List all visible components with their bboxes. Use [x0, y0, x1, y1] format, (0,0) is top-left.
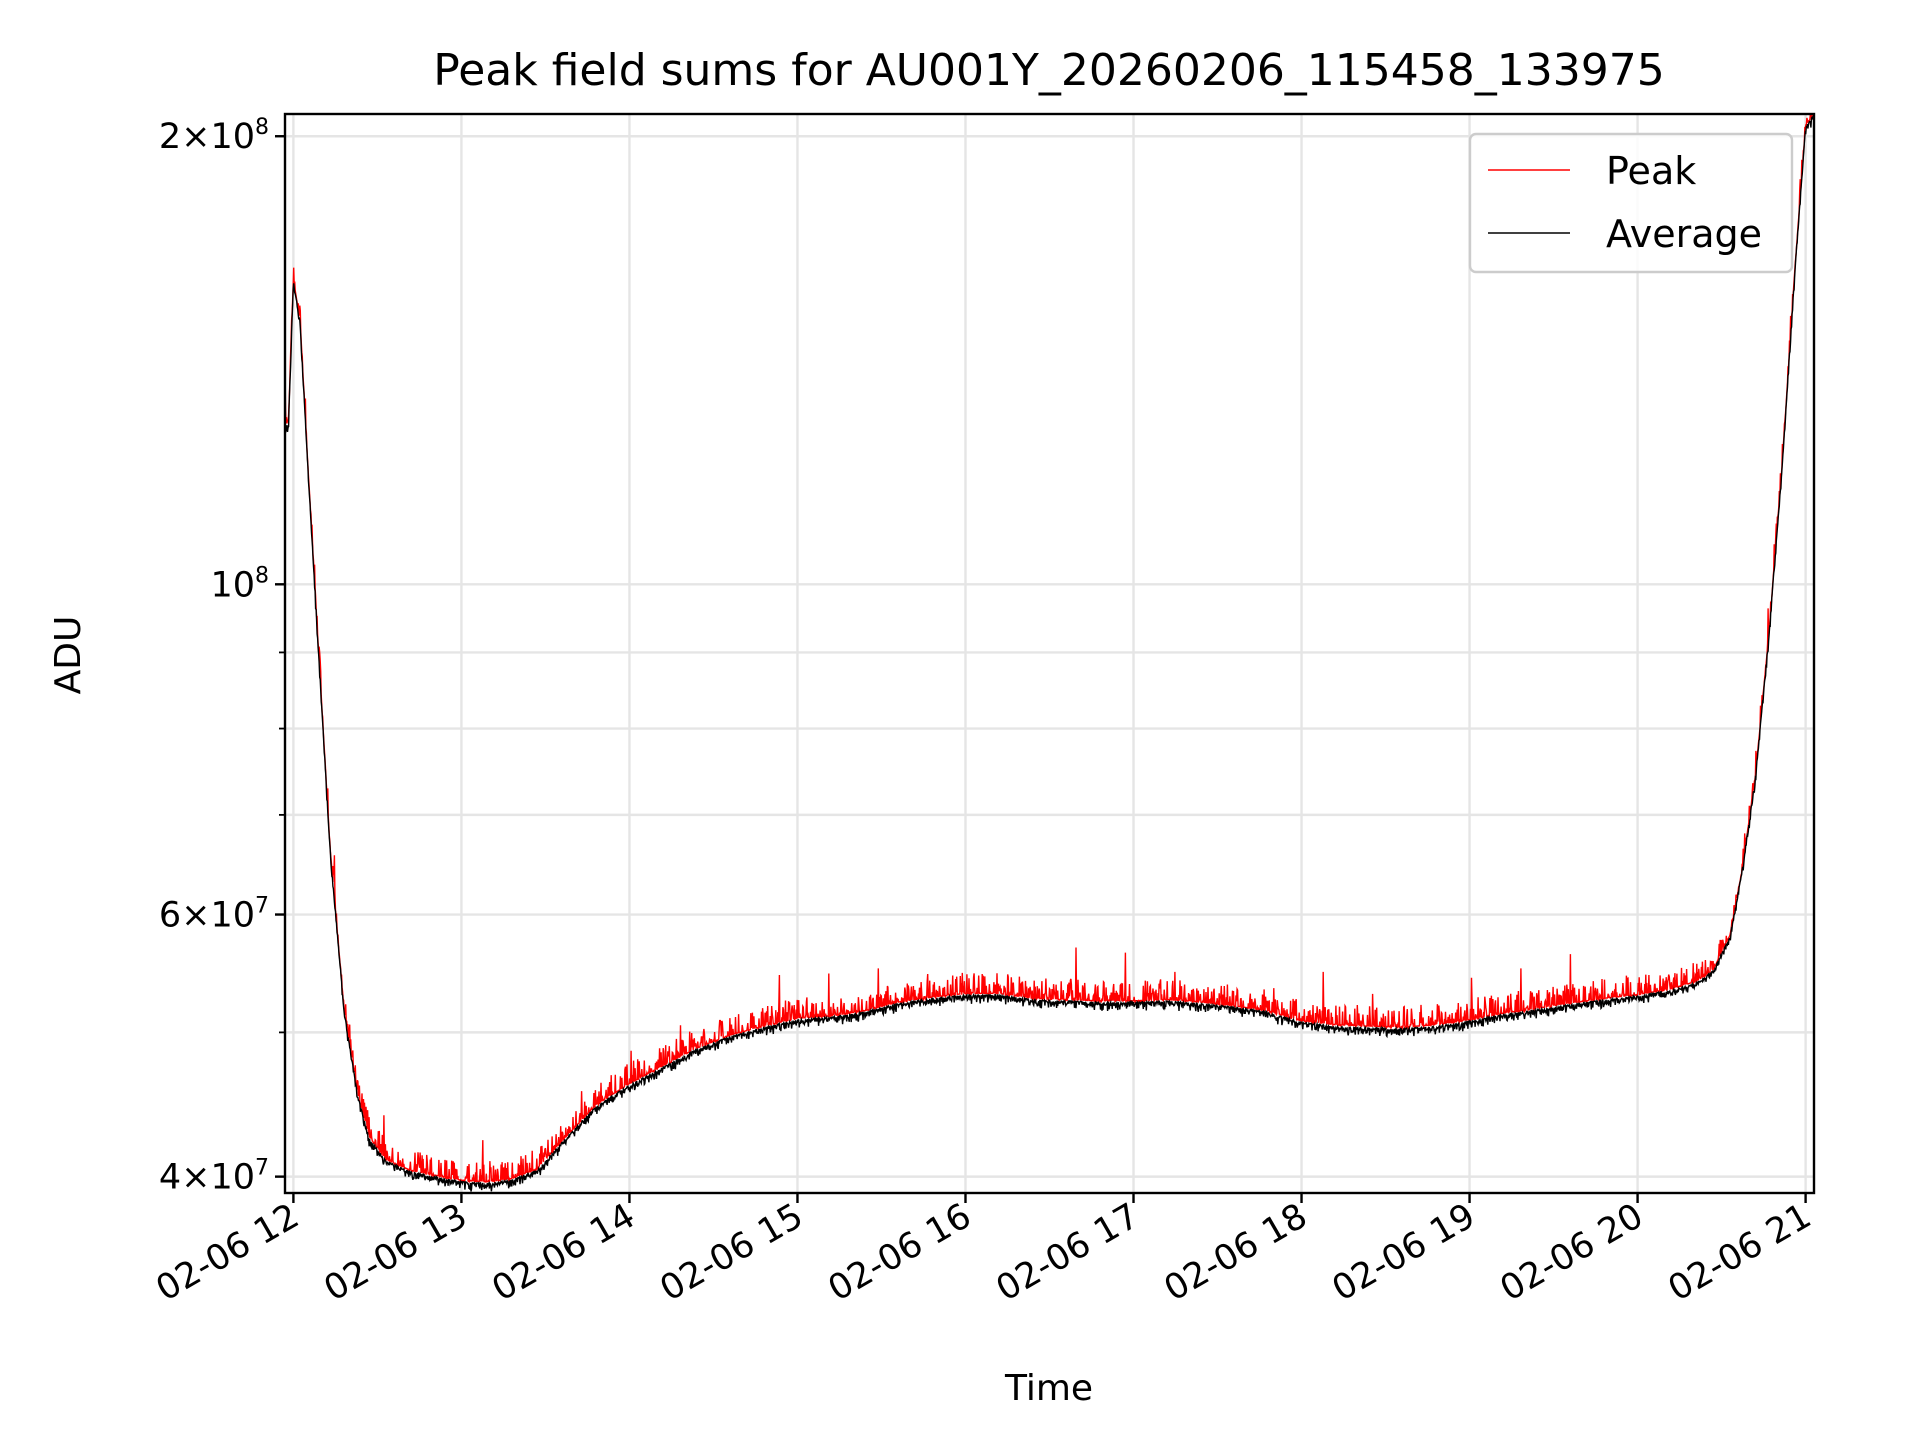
- x-tick-label: 02-06 18: [1158, 1196, 1314, 1309]
- legend-peak-label: Peak: [1606, 149, 1696, 193]
- x-tick-label: 02-06 19: [1326, 1196, 1482, 1309]
- y-tick-label: 108: [210, 563, 269, 605]
- y-tick-label: 4×107: [159, 1156, 269, 1198]
- x-axis-label: Time: [1004, 1368, 1093, 1409]
- plot-area-frame: [283, 112, 1816, 1195]
- series-peak: [284, 113, 1814, 1185]
- peak-line: [284, 113, 1814, 1185]
- legend: Peak Average: [1468, 132, 1794, 274]
- average-line: [284, 114, 1815, 1192]
- legend-average-label: Average: [1606, 212, 1762, 256]
- series-average: [284, 114, 1815, 1192]
- y-axis-label: ADU: [48, 616, 89, 695]
- legend-box: [1468, 132, 1794, 274]
- y-axis-ticks: 4×107 6×107 108 2×108: [159, 115, 285, 1198]
- chart-title: Peak field sums for AU001Y_20260206_1154…: [433, 45, 1665, 96]
- x-axis-ticks: 02-06 12 02-06 13 02-06 14 02-06 15 02-06 16…: [150, 1193, 1818, 1309]
- x-tick-label: 02-06 20: [1494, 1196, 1650, 1309]
- y-tick-label: 2×108: [159, 115, 269, 157]
- x-tick-label: 02-06 13: [318, 1196, 474, 1309]
- x-tick-label: 02-06 14: [486, 1196, 642, 1309]
- y-tick-label: 6×107: [159, 894, 269, 936]
- x-tick-label: 02-06 21: [1662, 1196, 1818, 1309]
- x-tick-label: 02-06 12: [150, 1196, 306, 1309]
- x-tick-label: 02-06 16: [822, 1196, 978, 1309]
- x-tick-label: 02-06 17: [990, 1196, 1146, 1309]
- x-tick-label: 02-06 15: [654, 1196, 810, 1309]
- y-grid-lines: [285, 135, 1814, 1178]
